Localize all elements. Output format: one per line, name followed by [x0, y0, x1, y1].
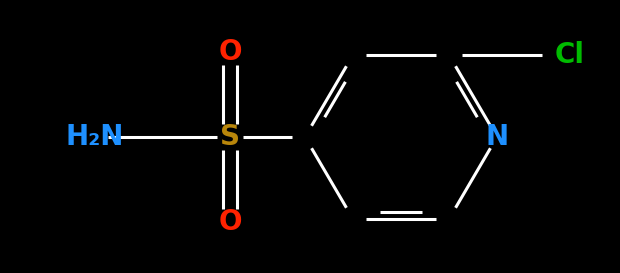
Text: S: S: [220, 123, 240, 151]
Text: N: N: [485, 123, 508, 151]
Text: O: O: [218, 208, 242, 236]
Text: O: O: [218, 38, 242, 66]
Text: Cl: Cl: [555, 41, 585, 69]
Text: H₂N: H₂N: [66, 123, 124, 151]
